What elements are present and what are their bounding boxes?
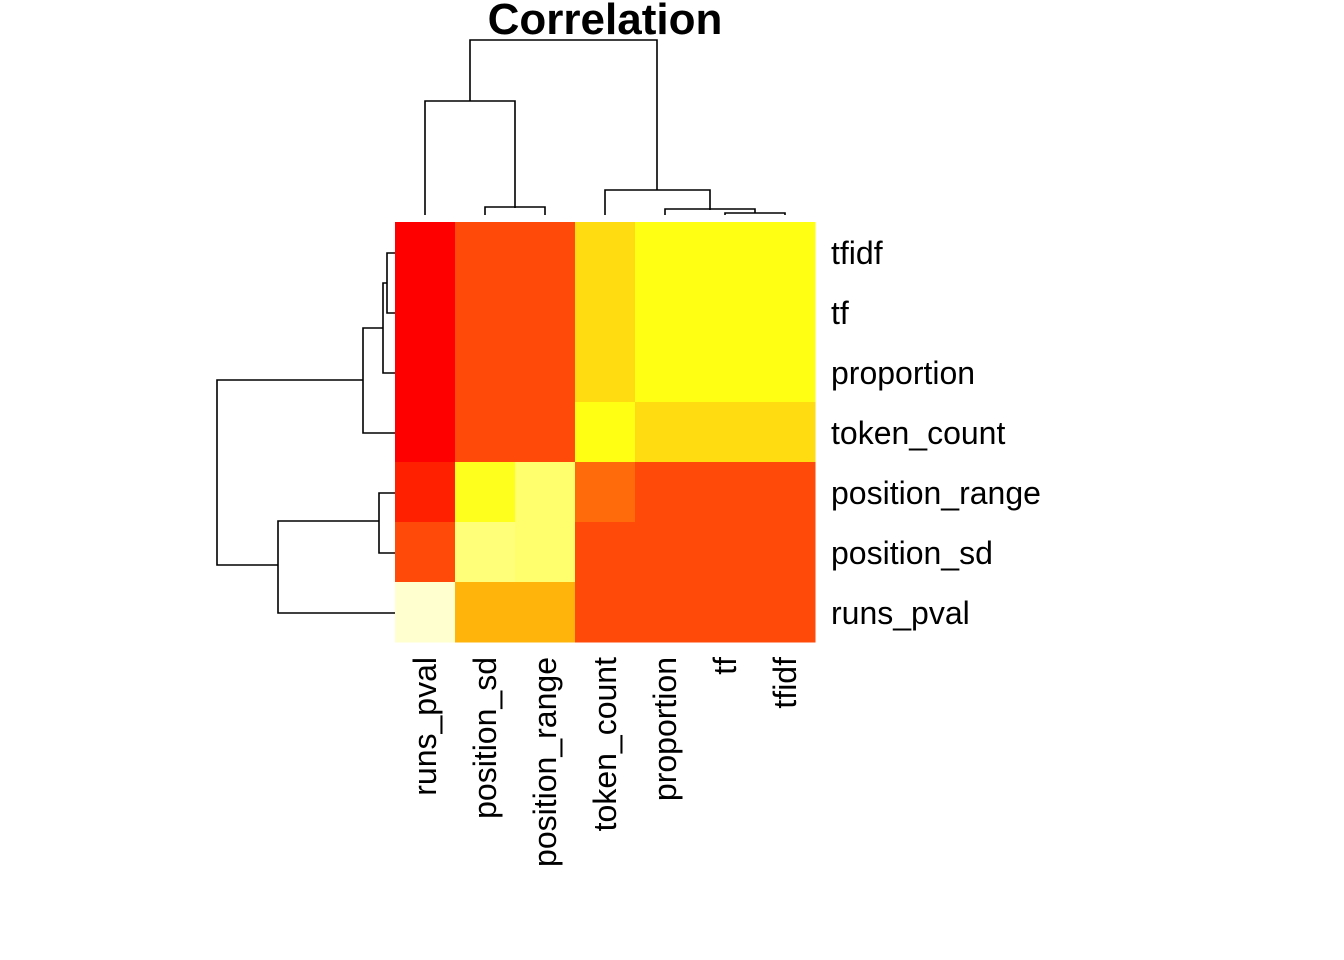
heat-cell-tf-tfidf [755,282,816,343]
heat-cell-position_range-position_range [515,462,576,523]
column-label-tfidf: tfidf [767,657,803,709]
heat-cell-position_sd-token_count [575,522,636,583]
heat-cell-position_range-tfidf [755,462,816,523]
heat-cell-token_count-runs_pval [395,402,456,463]
heat-cell-position_sd-runs_pval [395,522,456,583]
column-label-tf: tf [707,657,743,675]
heat-cell-position_sd-tf [695,522,756,583]
heat-cell-position_sd-position_sd [455,522,516,583]
column-label-position_range: position_range [527,657,563,867]
heat-cell-tf-token_count [575,282,636,343]
heat-cell-token_count-tfidf [755,402,816,463]
column-label-token_count: token_count [587,657,623,831]
heat-cell-tfidf-tfidf [755,222,816,283]
heat-cell-proportion-runs_pval [395,342,456,403]
row-label-position_range: position_range [831,475,1041,511]
heat-cell-runs_pval-tf [695,582,756,643]
heat-cell-tf-runs_pval [395,282,456,343]
column-label-runs_pval: runs_pval [407,657,443,796]
heat-cell-tfidf-proportion [635,222,696,283]
row-label-position_sd: position_sd [831,535,993,571]
heat-cell-tfidf-position_range [515,222,576,283]
heat-cell-proportion-token_count [575,342,636,403]
row-label-runs_pval: runs_pval [831,595,970,631]
heat-cell-tfidf-tf [695,222,756,283]
heat-cell-runs_pval-token_count [575,582,636,643]
heat-cell-proportion-position_sd [455,342,516,403]
row-label-tf: tf [831,295,849,331]
heat-cell-proportion-position_range [515,342,576,403]
heat-cell-position_sd-proportion [635,522,696,583]
column-label-position_sd: position_sd [467,657,503,819]
heat-cell-tf-position_range [515,282,576,343]
heat-cell-tfidf-runs_pval [395,222,456,283]
heat-cell-runs_pval-proportion [635,582,696,643]
heat-cell-tfidf-position_sd [455,222,516,283]
heat-cell-token_count-position_sd [455,402,516,463]
heat-cell-position_range-runs_pval [395,462,456,523]
chart-title: Correlation [488,0,723,44]
row-dendrogram [216,252,395,614]
heat-cell-token_count-token_count [575,402,636,463]
heat-cell-proportion-tfidf [755,342,816,403]
heat-cell-token_count-position_range [515,402,576,463]
heat-cell-token_count-tf [695,402,756,463]
heat-cell-position_range-token_count [575,462,636,523]
heat-cell-proportion-proportion [635,342,696,403]
heat-cell-position_range-tf [695,462,756,523]
heat-cell-runs_pval-runs_pval [395,582,456,643]
heat-cell-token_count-proportion [635,402,696,463]
heat-cell-runs_pval-position_sd [455,582,516,643]
heat-cell-tf-tf [695,282,756,343]
heat-cell-runs_pval-tfidf [755,582,816,643]
heat-cell-position_sd-position_range [515,522,576,583]
heat-cell-tfidf-token_count [575,222,636,283]
column-label-proportion: proportion [647,657,683,801]
row-label-token_count: token_count [831,415,1005,451]
row-label-tfidf: tfidf [831,235,883,271]
column-labels: runs_pval position_sd position_range token_… [407,657,803,867]
heatmap-cells [395,222,816,643]
heat-cell-runs_pval-position_range [515,582,576,643]
heat-cell-proportion-tf [695,342,756,403]
heat-cell-position_sd-tfidf [755,522,816,583]
heat-cell-position_range-position_sd [455,462,516,523]
heat-cell-tf-position_sd [455,282,516,343]
row-label-proportion: proportion [831,355,975,391]
row-labels: tfidf tf proportion token_count position_ran… [831,235,1041,631]
heat-cell-position_range-proportion [635,462,696,523]
column-dendrogram [424,39,786,215]
heat-cell-tf-proportion [635,282,696,343]
